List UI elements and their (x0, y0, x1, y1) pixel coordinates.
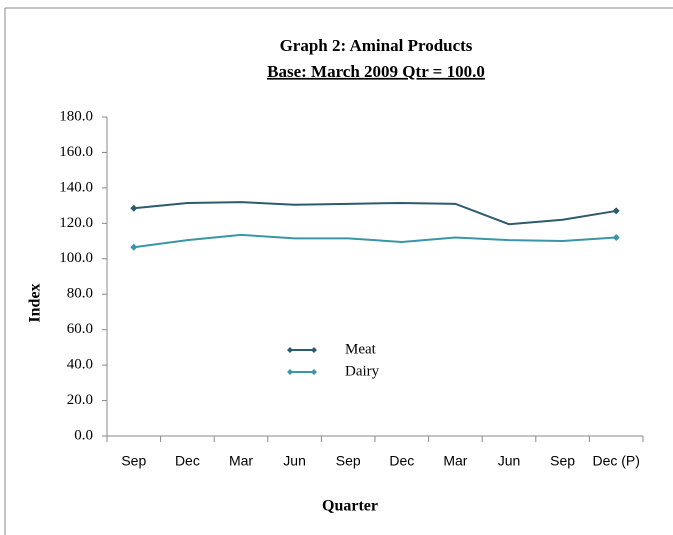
y-tick-label: 180.0 (59, 108, 93, 124)
legend-marker (287, 369, 317, 375)
x-tick-label: Dec (175, 453, 200, 469)
y-tick-label: 40.0 (67, 357, 93, 373)
legend-label: Dairy (345, 363, 380, 379)
x-tick-label: Sep (121, 453, 146, 469)
y-tick-label: 80.0 (67, 286, 93, 302)
x-tick-label: Jun (283, 453, 306, 469)
point-marker (612, 207, 620, 215)
x-tick-label: Sep (550, 453, 575, 469)
x-axis-label: Quarter (322, 498, 378, 515)
point-marker (130, 204, 138, 212)
y-tick-label: 160.0 (59, 144, 93, 160)
series-line (133, 201, 617, 226)
y-tick-label: 100.0 (59, 250, 93, 266)
point-marker (612, 234, 620, 242)
x-tick-label: Jun (498, 453, 521, 469)
y-tick-label: 20.0 (67, 392, 93, 408)
x-tick-label: Sep (336, 453, 361, 469)
chart-subtitle: Base: March 2009 Qtr = 100.0 (267, 62, 485, 81)
chart-title: Graph 2: Aminal Products (280, 36, 473, 55)
point-marker (130, 243, 138, 251)
series-line (133, 233, 617, 249)
y-tick-label: 140.0 (59, 179, 93, 195)
x-tick-label: Dec (P) (592, 453, 639, 469)
x-tick-label: Mar (443, 453, 467, 469)
y-tick-label: 120.0 (59, 215, 93, 231)
y-axis-label: Index (27, 283, 44, 322)
x-tick-label: Dec (389, 453, 414, 469)
y-tick-label: 0.0 (74, 427, 93, 443)
legend-marker (287, 347, 317, 353)
legend-label: Meat (345, 341, 377, 357)
y-tick-label: 60.0 (67, 321, 93, 337)
x-tick-label: Mar (229, 453, 253, 469)
